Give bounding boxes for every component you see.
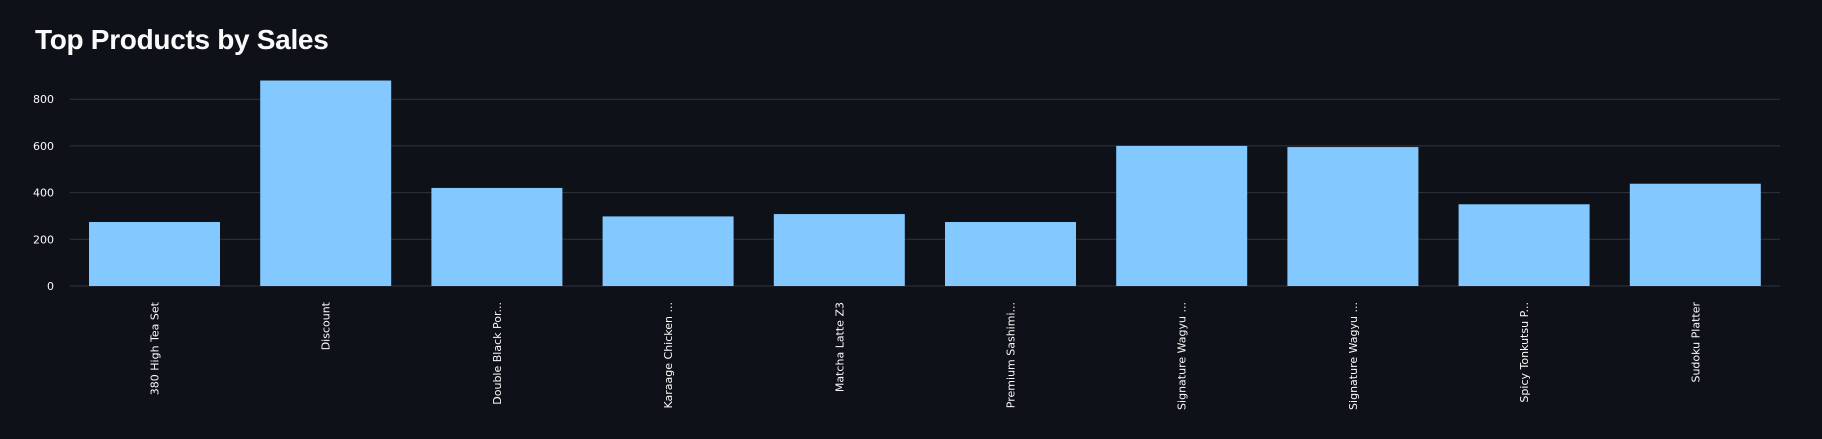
x-tick-label: Double Black Por...: [491, 302, 504, 405]
x-tick-label: Signature Wagyu ...: [1347, 302, 1360, 410]
x-tick-label: Premium Sashimi...: [1005, 302, 1018, 408]
y-tick-label: 0: [47, 280, 54, 293]
bar: [1116, 145, 1248, 286]
bar: [1287, 147, 1419, 286]
x-tick-label: Discount: [320, 301, 333, 350]
y-tick-label: 400: [33, 187, 54, 200]
x-tick-label: Signature Wagyu ...: [1176, 302, 1189, 410]
bar: [89, 222, 220, 286]
y-tick-label: 200: [33, 233, 54, 246]
bar: [945, 222, 1076, 286]
bar: [773, 214, 905, 286]
bar: [1458, 204, 1590, 286]
x-tick-label: Karaage Chicken ...: [662, 302, 675, 408]
x-tick-label: Sudoku Platter: [1689, 302, 1702, 383]
x-tick-label: 380 High Tea Set: [149, 301, 162, 395]
bar: [260, 80, 392, 287]
bar: [431, 187, 563, 286]
x-tick-label: Matcha Latte Z3: [833, 302, 846, 392]
chart-title: Top Products by Sales: [35, 24, 329, 55]
y-tick-label: 800: [33, 93, 54, 106]
y-tick-label: 600: [33, 140, 54, 153]
bar: [602, 216, 734, 286]
bar: [1629, 183, 1761, 286]
x-tick-label: Spicy Tonkutsu P...: [1518, 302, 1531, 403]
